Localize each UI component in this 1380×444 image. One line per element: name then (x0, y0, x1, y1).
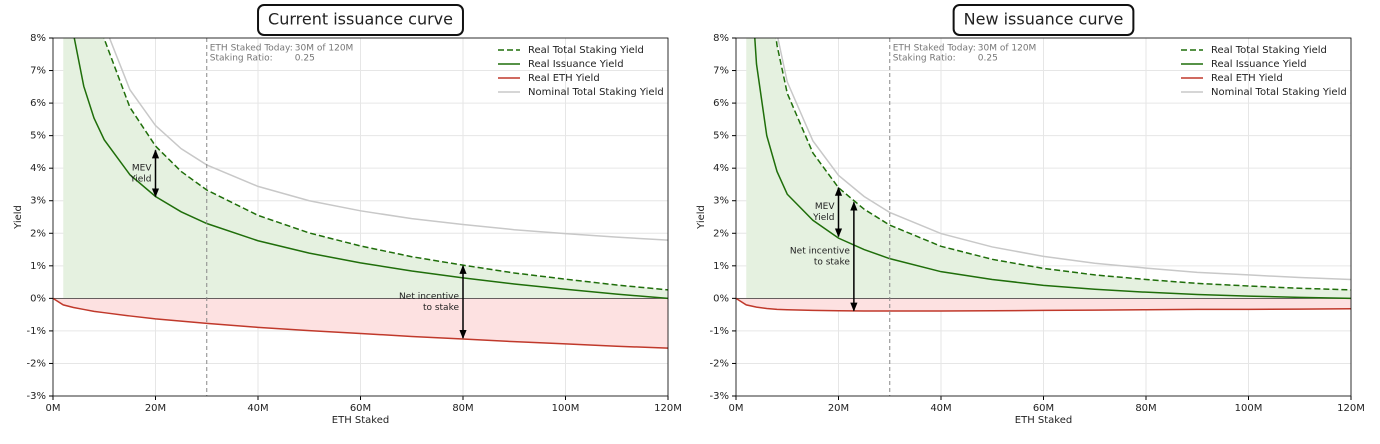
legend-label: Real Issuance Yield (528, 59, 624, 70)
stat-value: 0.25 (978, 54, 998, 64)
stat-label: Staking Ratio: (210, 54, 273, 64)
y-tick-label: 6% (713, 98, 729, 109)
stat-value: 30M of 120M (978, 44, 1037, 54)
legend-label: Nominal Total Staking Yield (1211, 87, 1347, 98)
y-tick-label: -3% (710, 391, 729, 402)
x-tick-label: 0M (46, 403, 61, 414)
x-tick-label: 40M (247, 403, 268, 414)
legend-label: Real ETH Yield (1211, 73, 1283, 84)
x-tick-label: 60M (1033, 403, 1054, 414)
plot-area (736, 38, 1351, 312)
x-tick-label: 120M (1337, 403, 1365, 414)
y-axis-label: Yield (696, 205, 707, 230)
legend-label: Real ETH Yield (528, 73, 600, 84)
y-tick-label: -2% (27, 358, 46, 369)
x-tick-label: 40M (930, 403, 951, 414)
series-line (754, 38, 1351, 300)
legend-label: Nominal Total Staking Yield (528, 87, 664, 98)
y-axis-label: Yield (13, 205, 24, 230)
y-tick-label: 7% (30, 66, 46, 77)
y-tick-label: 4% (30, 163, 46, 174)
y-tick-label: 3% (30, 196, 46, 207)
legend-label: Real Total Staking Yield (1211, 45, 1327, 56)
annotation-text: Net incentive (399, 292, 459, 302)
title-box (952, 4, 1135, 36)
x-tick-label: 80M (1135, 403, 1156, 414)
legend-label: Real Total Staking Yield (528, 45, 644, 56)
y-tick-label: 0% (713, 293, 729, 304)
plot-frame (735, 37, 1352, 397)
x-tick-label: 0M (729, 403, 744, 414)
series-line (775, 38, 1351, 291)
x-axis-label: ETH Staked (332, 415, 389, 426)
y-tick-label: 1% (30, 261, 46, 272)
series-line (53, 297, 668, 349)
stat-label: ETH Staked Today: (893, 44, 976, 54)
x-tick-label: 100M (552, 403, 580, 414)
plot-area (53, 38, 668, 349)
series-line (103, 38, 668, 291)
x-tick-label: 100M (1235, 403, 1263, 414)
area (63, 38, 668, 299)
annotation-text: to stake (814, 258, 851, 268)
y-tick-label: -1% (710, 326, 729, 337)
y-tick-label: 8% (30, 33, 46, 44)
area (53, 298, 668, 349)
stat-label: ETH Staked Today: (210, 44, 293, 54)
y-tick-label: 5% (30, 131, 46, 142)
x-axis-label: ETH Staked (1015, 415, 1072, 426)
plot-frame (52, 37, 669, 397)
annotation-text: Yield (812, 213, 834, 223)
x-tick-label: 20M (145, 403, 166, 414)
y-tick-label: -1% (27, 326, 46, 337)
y-tick-label: 4% (713, 163, 729, 174)
legend-label: Real Issuance Yield (1211, 59, 1307, 70)
x-tick-label: 80M (452, 403, 473, 414)
y-tick-label: 2% (713, 228, 729, 239)
series-line (777, 38, 1351, 281)
y-tick-label: -2% (710, 358, 729, 369)
chart-title: Current issuance curve (268, 10, 453, 29)
annotation-text: MEV (132, 163, 152, 173)
series-line (73, 38, 668, 300)
y-tick-label: 0% (30, 293, 46, 304)
annotation-text: Net incentive (790, 247, 850, 257)
series-line (108, 38, 668, 241)
panel: Current issuance curve 0M 20M 40M 60M 80M 100M… (13, 4, 682, 426)
y-tick-label: 5% (713, 131, 729, 142)
annotation-text: Yield (129, 174, 151, 184)
y-tick-label: 2% (30, 228, 46, 239)
panel: New issuance curve 0M 20M 40M 60M 80M 100M 120M… (696, 4, 1365, 426)
x-tick-label: 120M (654, 403, 682, 414)
stat-value: 30M of 120M (295, 44, 354, 54)
annotation-text: MEV (815, 202, 835, 212)
y-tick-label: 6% (30, 98, 46, 109)
x-tick-label: 20M (828, 403, 849, 414)
y-tick-label: -3% (27, 391, 46, 402)
y-tick-label: 7% (713, 66, 729, 77)
chart-title: New issuance curve (964, 10, 1124, 29)
title-box (257, 4, 464, 36)
stat-label: Staking Ratio: (893, 54, 956, 64)
y-tick-label: 8% (713, 33, 729, 44)
y-tick-label: 3% (713, 196, 729, 207)
stat-value: 0.25 (295, 54, 315, 64)
annotation-text: to stake (423, 303, 460, 313)
x-tick-label: 60M (350, 403, 371, 414)
area (746, 38, 1351, 299)
y-tick-label: 1% (713, 261, 729, 272)
